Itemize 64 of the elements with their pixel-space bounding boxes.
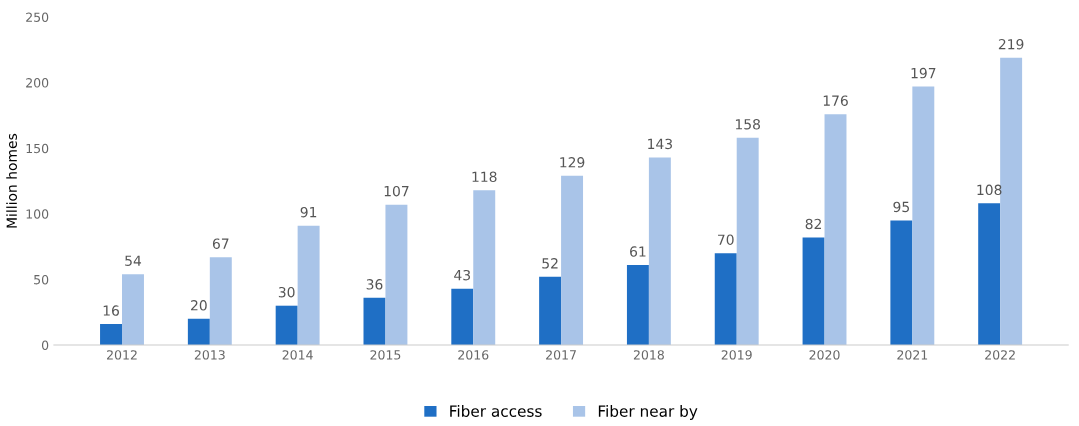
bar [539,276,562,346]
x-tick-label: 2013 [194,350,225,360]
data-label: 91 [300,206,317,218]
x-tick-label: 2012 [107,350,137,360]
bar [626,265,649,346]
legend-label: Fiber access [450,405,542,417]
y-tick-label: 150 [26,143,49,154]
data-label: 30 [278,286,295,298]
data-label: 107 [384,185,409,197]
bar [561,175,584,346]
x-tick-label: 2020 [809,350,840,360]
x-tick-label: 2014 [282,350,313,360]
y-tick-label: 0 [41,340,49,350]
data-label: 70 [718,234,734,245]
x-tick-label: 2016 [458,350,489,360]
y-tick-label: 100 [26,209,49,219]
bar [122,274,144,346]
data-label: 20 [191,300,207,311]
bar [1000,57,1023,346]
x-tick-label: 2022 [985,350,1015,360]
bar [473,190,496,346]
bar [297,225,320,346]
data-label: 129 [560,157,585,168]
bar [648,157,671,346]
bar [978,203,1001,346]
data-label: 108 [977,184,1002,196]
data-label: 43 [454,269,471,281]
x-tick-label: 2017 [546,350,576,360]
data-label: 118 [472,171,497,182]
y-tick-label: 200 [26,78,49,88]
y-axis-title: Million homes [6,133,17,228]
bar [209,257,232,346]
bar [736,137,759,346]
bar [100,324,123,346]
data-label: 158 [735,119,760,130]
bar [451,288,474,346]
y-tick-label: 250 [26,12,49,22]
bar [363,297,386,346]
bar [187,318,210,346]
data-label: 61 [630,246,646,257]
bar [385,204,408,346]
bar [912,86,935,346]
data-label: 143 [648,138,673,150]
x-tick-label: 2021 [897,350,928,360]
data-label: 82 [805,218,821,230]
data-label: 197 [911,67,936,79]
legend-label: Fiber near by [598,405,698,420]
x-tick-label: 2015 [370,350,401,360]
x-tick-label: 2019 [721,350,752,360]
data-label: 54 [125,255,142,266]
data-label: 16 [103,305,119,316]
x-tick-label: 2018 [633,350,664,360]
bar [275,305,298,346]
data-label: 52 [542,258,558,269]
data-label: 95 [893,201,909,213]
data-label: 36 [366,279,383,290]
data-label: 176 [823,95,848,106]
bar [714,253,737,346]
bar [802,237,825,346]
bar [824,114,847,346]
data-label: 67 [212,238,229,249]
bar [890,220,913,346]
y-tick-label: 50 [34,274,49,285]
data-label: 219 [998,38,1024,50]
